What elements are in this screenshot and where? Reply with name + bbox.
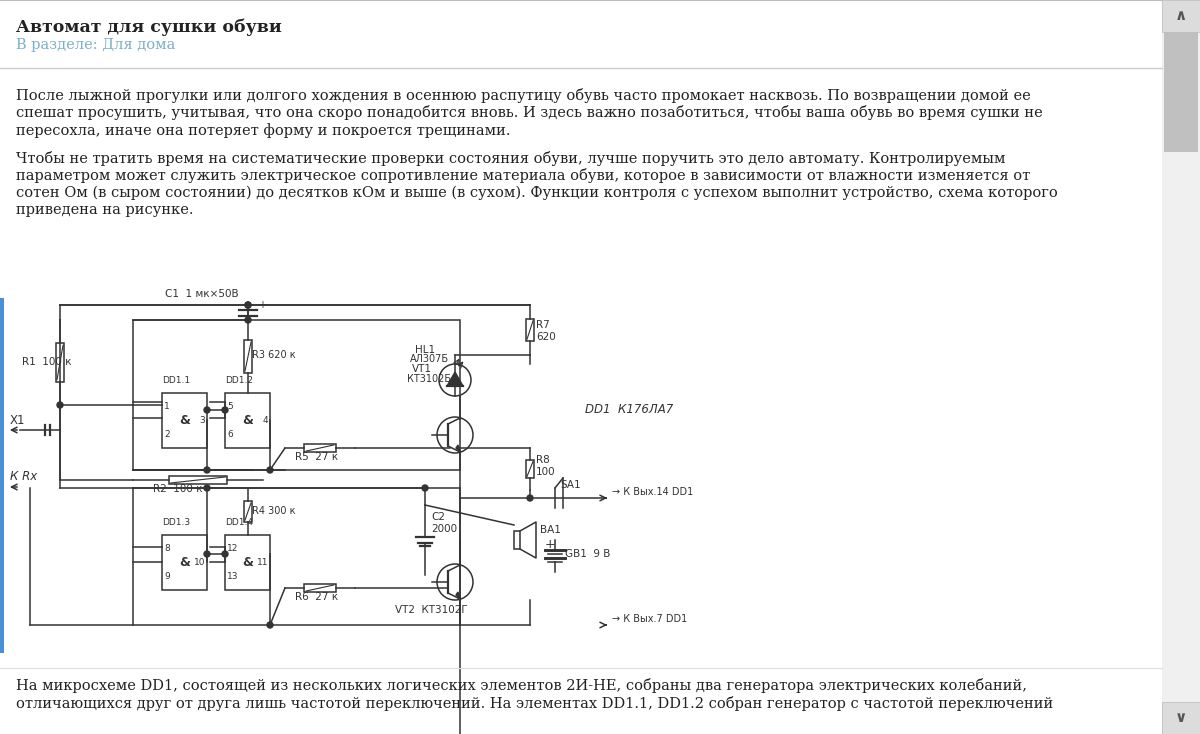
Text: +: + [258, 299, 266, 310]
Text: К Rx: К Rx [10, 470, 37, 484]
Polygon shape [456, 445, 460, 452]
Text: ∧: ∧ [1175, 9, 1187, 23]
Text: 4: 4 [263, 416, 268, 425]
Text: VT2  КТ3102Г: VT2 КТ3102Г [395, 605, 468, 615]
Bar [526, 319, 534, 341]
Text: +: + [545, 539, 556, 551]
Bar [0, 298, 4, 653]
Text: приведена на рисунке.: приведена на рисунке. [16, 203, 193, 217]
Text: 5: 5 [227, 402, 233, 411]
Text: &: & [242, 556, 253, 569]
Text: 9: 9 [164, 572, 169, 581]
Text: C2: C2 [431, 512, 445, 522]
Circle shape [266, 467, 274, 473]
Text: → К Вых.14 DD1: → К Вых.14 DD1 [612, 487, 694, 497]
Text: спешат просушить, учитывая, что она скоро понадобится вновь. И здесь важно позаб: спешат просушить, учитывая, что она скор… [16, 106, 1043, 120]
Text: 2000: 2000 [431, 524, 457, 534]
Circle shape [245, 317, 251, 323]
Text: R7: R7 [536, 320, 550, 330]
Bar [244, 501, 252, 522]
Bar [526, 459, 534, 479]
Text: 1: 1 [164, 402, 169, 411]
Text: GB1  9 В: GB1 9 В [565, 549, 611, 559]
Text: C1  1 мк×50В: C1 1 мк×50В [166, 289, 239, 299]
Text: R6  27 к: R6 27 к [295, 592, 338, 602]
Text: &: & [179, 414, 190, 427]
Text: DD1.3: DD1.3 [162, 518, 190, 527]
Bar [1162, 0, 1200, 32]
Text: R5  27 к: R5 27 к [295, 452, 338, 462]
Bar [514, 531, 520, 549]
Text: 2: 2 [164, 429, 169, 439]
Text: пересохла, иначе она потеряет форму и покроется трещинами.: пересохла, иначе она потеряет форму и по… [16, 123, 510, 138]
Text: HL1: HL1 [415, 345, 436, 355]
Text: КТ3102Б: КТ3102Б [407, 374, 451, 384]
Polygon shape [456, 592, 460, 599]
Text: отличающихся друг от друга лишь частотой переключений. На элементах DD1.1, DD1.2: отличающихся друг от друга лишь частотой… [16, 696, 1054, 711]
Bar [305, 444, 336, 452]
Text: 6: 6 [227, 429, 233, 439]
Bar [162, 535, 208, 590]
Text: После лыжной прогулки или долгого хождения в осеннюю распутицу обувь часто промо: После лыжной прогулки или долгого хожден… [16, 88, 1031, 103]
Text: 13: 13 [227, 572, 239, 581]
Bar [305, 584, 336, 592]
Circle shape [245, 302, 251, 308]
Text: параметром может служить электрическое сопротивление материала обуви, которое в : параметром может служить электрическое с… [16, 168, 1031, 183]
Circle shape [245, 302, 251, 308]
Polygon shape [446, 372, 463, 386]
Text: На микросхеме DD1, состоящей из нескольких логических элементов 2И-НЕ, собраны д: На микросхеме DD1, состоящей из нескольк… [16, 678, 1027, 693]
Circle shape [422, 485, 428, 491]
Text: 10: 10 [193, 558, 205, 567]
Text: VT1: VT1 [412, 364, 432, 374]
Text: &: & [179, 556, 190, 569]
Text: R2  100 к: R2 100 к [154, 484, 203, 494]
Bar [162, 393, 208, 448]
Text: 620: 620 [536, 332, 556, 342]
Bar [1164, 32, 1198, 152]
Text: R4 300 к: R4 300 к [252, 506, 295, 516]
Circle shape [58, 402, 64, 408]
Text: &: & [242, 414, 253, 427]
Text: SA1: SA1 [560, 480, 581, 490]
Text: R3 620 к: R3 620 к [252, 350, 295, 360]
Bar [169, 476, 227, 484]
Text: 11: 11 [257, 558, 268, 567]
Text: ∨: ∨ [1175, 711, 1187, 725]
Text: Чтобы не тратить время на систематические проверки состояния обуви, лучше поручи: Чтобы не тратить время на систематически… [16, 150, 1006, 165]
Text: R1  100 к: R1 100 к [22, 357, 72, 367]
Text: сотен Ом (в сыром состоянии) до десятков кОм и выше (в сухом). Функции контроля : сотен Ом (в сыром состоянии) до десятков… [16, 186, 1057, 200]
Circle shape [204, 407, 210, 413]
Text: 100: 100 [536, 467, 556, 477]
Text: BA1: BA1 [540, 525, 560, 535]
Text: R8: R8 [536, 455, 550, 465]
Bar [1162, 702, 1200, 734]
Circle shape [204, 467, 210, 473]
Text: DD1.2: DD1.2 [226, 376, 253, 385]
Bar [226, 535, 270, 590]
Text: DD1.4: DD1.4 [226, 518, 253, 527]
Circle shape [204, 485, 210, 491]
Text: DD1  К176ЛА7: DD1 К176ЛА7 [586, 403, 673, 416]
Text: 3: 3 [199, 416, 205, 425]
Text: 12: 12 [227, 544, 239, 553]
Circle shape [266, 622, 274, 628]
Bar [226, 393, 270, 448]
Text: X1: X1 [10, 413, 25, 426]
Circle shape [222, 407, 228, 413]
Circle shape [222, 551, 228, 557]
Text: DD1.1: DD1.1 [162, 376, 190, 385]
Bar [56, 344, 64, 382]
Text: → К Вых.7 DD1: → К Вых.7 DD1 [612, 614, 688, 624]
Bar [244, 340, 252, 373]
Text: В разделе: Для дома: В разделе: Для дома [16, 38, 175, 52]
Bar [133, 320, 460, 470]
Bar [133, 488, 460, 625]
Text: 8: 8 [164, 544, 169, 553]
Text: АЛ307Б: АЛ307Б [410, 354, 449, 364]
Circle shape [204, 551, 210, 557]
Bar [1162, 0, 1200, 734]
Text: Автомат для сушки обуви: Автомат для сушки обуви [16, 18, 282, 35]
Circle shape [527, 495, 533, 501]
